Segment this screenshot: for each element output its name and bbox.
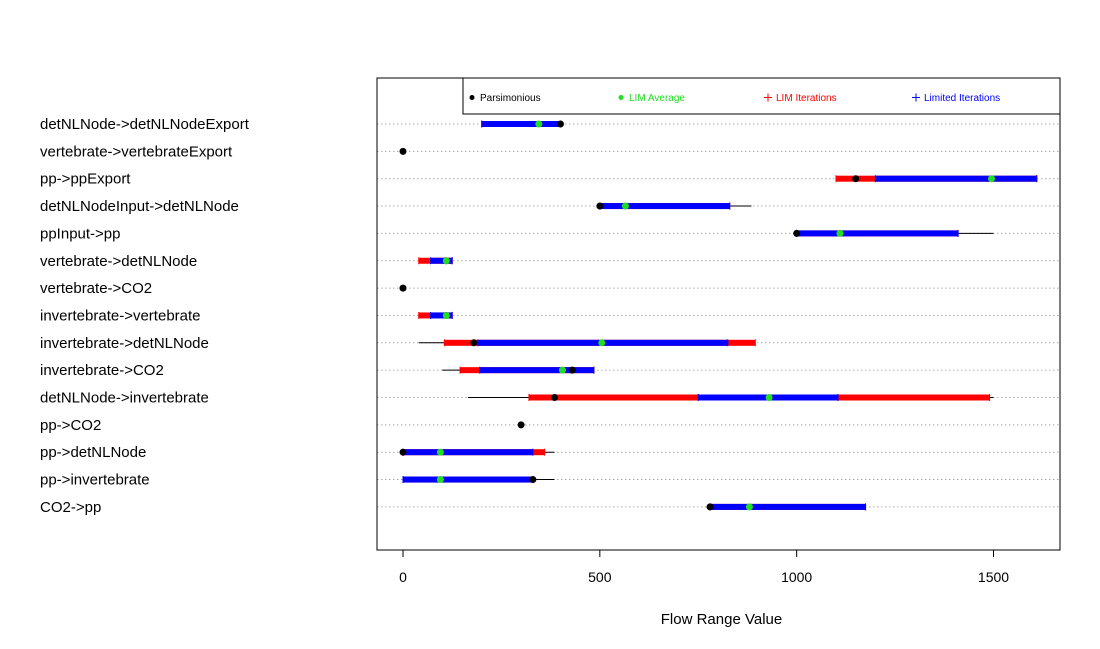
lim-average-point (535, 120, 543, 128)
flow-label: invertebrate->vertebrate (40, 307, 201, 324)
legend-label: Limited Iterations (924, 93, 1000, 104)
lim-average-point (442, 257, 450, 265)
lim-average-legend-marker (618, 95, 624, 100)
flow-label: vertebrate->detNLNode (40, 253, 197, 270)
parsimonious-point (399, 284, 407, 292)
parsimonious-point (470, 339, 478, 347)
flow-label: detNLNodeInput->detNLNode (40, 198, 239, 215)
limited-iterations-bar (403, 449, 533, 456)
flow-label: vertebrate->CO2 (40, 280, 152, 297)
legend-label: Parsimonious (480, 93, 541, 104)
legend-label: LIM Average (629, 93, 685, 104)
parsimonious-legend-marker (469, 95, 475, 100)
flow-labels: detNLNode->detNLNodeExport vertebrate->ve… (40, 116, 250, 516)
flow-label: invertebrate->CO2 (40, 362, 164, 379)
x-axis-title: Flow Range Value (661, 611, 782, 628)
x-tick-label: 0 (399, 569, 407, 585)
x-axis: 0 500 1000 1500 (399, 549, 1009, 585)
legend-label: LIM Iterations (776, 93, 837, 104)
flow-label: pp->invertebrate (40, 472, 150, 489)
flow-label: detNLNode->detNLNodeExport (40, 116, 250, 133)
flow-label: vertebrate->vertebrateExport (40, 143, 233, 160)
lim-average-point (745, 503, 753, 511)
lim-average-point (988, 175, 996, 183)
parsimonious-point (706, 503, 714, 511)
lim-average-point (598, 339, 606, 347)
parsimonious-point (852, 175, 860, 183)
parsimonious-point (596, 202, 604, 210)
lim-average-point (765, 394, 773, 401)
x-tick-label: 1000 (781, 569, 812, 585)
parsimonious-point (399, 147, 407, 155)
limited-iterations-bar (710, 503, 866, 510)
limited-iterations-bar (479, 367, 594, 374)
parsimonious-point (793, 229, 801, 237)
limited-iterations-bar (481, 121, 561, 127)
lim-average-point (621, 202, 629, 210)
limited-iterations-bar (875, 175, 1037, 182)
flow-label: ppInput->pp (40, 225, 121, 242)
limited-iterations-bar (796, 230, 959, 237)
parsimonious-point (399, 448, 407, 456)
limited-iterations-bar (599, 203, 730, 210)
limited-iterations-bar (430, 312, 453, 319)
parsimonious-point (551, 394, 559, 401)
flow-label: pp->CO2 (40, 417, 101, 434)
lim-average-point (442, 311, 450, 319)
lim-average-point (436, 476, 444, 484)
flow-label: pp->detNLNode (40, 444, 146, 461)
lim-average-point (836, 229, 844, 237)
parsimonious-point (556, 120, 564, 128)
points (399, 120, 996, 511)
legend-frame (462, 77, 1061, 115)
flow-label: CO2->pp (40, 499, 101, 516)
x-tick-label: 1500 (978, 569, 1009, 585)
lim-average-point (558, 366, 566, 374)
parsimonious-point (529, 476, 537, 484)
flow-label: pp->ppExport (40, 171, 131, 188)
limited-iterations-bar (403, 476, 533, 483)
parsimonious-point (517, 421, 525, 429)
legend: Parsimonious LIM Average LIM Iterations Lim… (462, 77, 1061, 115)
flow-label: invertebrate->detNLNode (40, 335, 209, 352)
x-tick-label: 500 (588, 569, 612, 585)
parsimonious-point (568, 366, 576, 374)
limited-iterations-bar (430, 257, 453, 264)
lim-average-point (436, 448, 444, 456)
flow-label: detNLNode->invertebrate (40, 390, 209, 407)
